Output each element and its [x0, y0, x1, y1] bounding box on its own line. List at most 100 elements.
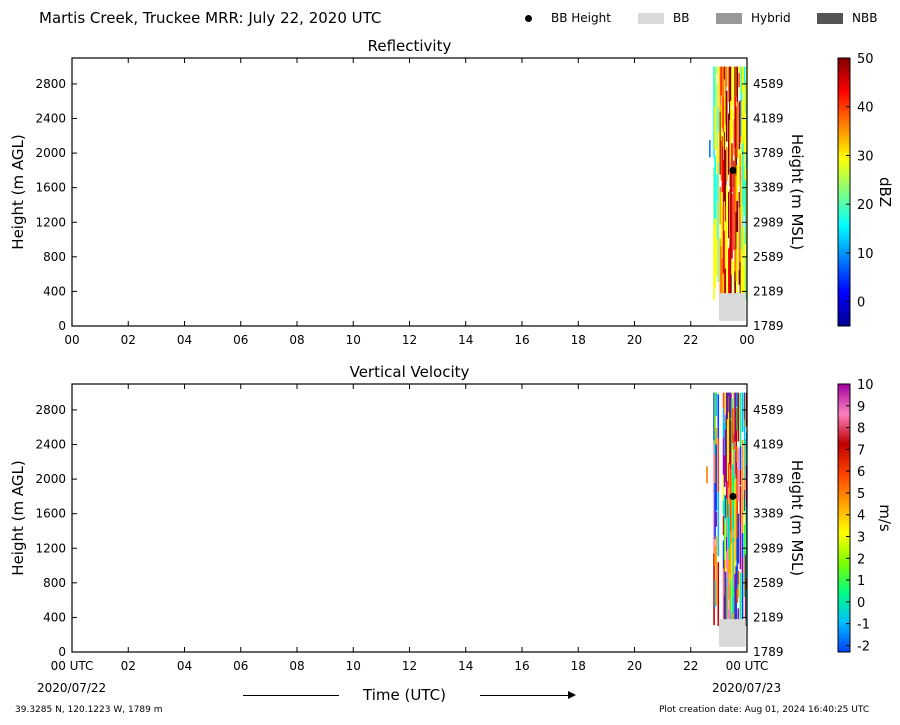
data-cell [723, 595, 726, 627]
y-axis-label: Height (m AGL) [9, 460, 27, 575]
colorbar-tick-label: 6 [857, 465, 865, 480]
data-cell [725, 66, 728, 87]
data-cell [733, 66, 735, 119]
data-cell [721, 258, 724, 301]
data-cell [733, 541, 735, 587]
data-cell [739, 66, 742, 95]
data-cell [739, 469, 742, 486]
colorbar-label: m/s [876, 504, 894, 532]
x-tick-label: 18 [571, 659, 586, 673]
data-cell [713, 485, 715, 554]
x-tick-label: 16 [514, 333, 529, 347]
data-cell [725, 536, 728, 551]
data-cell [738, 101, 741, 150]
x-tick-label: 04 [177, 333, 192, 347]
data-cell [738, 207, 741, 270]
y-tick-label: 0 [58, 319, 66, 333]
data-cell [738, 149, 741, 186]
data-cell [742, 137, 745, 191]
data-cell [736, 406, 739, 431]
data-cell [730, 578, 732, 627]
y-axis-label: Height (m AGL) [9, 134, 27, 249]
data-cell [713, 392, 715, 441]
colorbar-tick-label: 7 [857, 443, 865, 458]
data-cell [731, 398, 733, 452]
data-cell [734, 66, 736, 96]
data-cell [736, 537, 739, 589]
data-cell [741, 397, 744, 432]
data-cell [740, 181, 743, 220]
data-cell [722, 273, 725, 301]
data-cell [733, 392, 735, 434]
legend-hybrid-label: Hybrid [751, 11, 791, 25]
x-axis-arrowhead [568, 691, 576, 699]
data-cell [735, 566, 737, 594]
data-cell [736, 66, 739, 102]
data-cell [728, 412, 730, 463]
isolated-echo [706, 466, 708, 484]
data-cell [739, 486, 742, 523]
data-cell [737, 513, 740, 564]
data-cell [736, 101, 739, 159]
data-cell [713, 167, 715, 226]
data-cell [733, 119, 735, 156]
data-cell [743, 419, 746, 445]
data-cell [723, 201, 726, 231]
y-right-tick-label: 2989 [753, 215, 784, 229]
data-cell [730, 100, 732, 141]
data-cell [735, 493, 737, 561]
data-cell [734, 95, 736, 148]
data-cell [744, 281, 747, 301]
data-cell [744, 554, 747, 627]
data-cell [716, 148, 719, 175]
data-cell [713, 553, 715, 626]
data-cell [733, 586, 735, 627]
data-cell [714, 430, 716, 455]
data-cell [717, 162, 720, 215]
data-cell [722, 407, 725, 438]
data-cell [732, 595, 734, 613]
y-right-tick-label: 4589 [753, 77, 784, 91]
data-cell [732, 408, 734, 444]
data-cell [724, 495, 727, 519]
data-cell [739, 446, 742, 470]
data-cell [725, 244, 728, 301]
data-cell [744, 499, 747, 555]
y-right-tick-label: 3789 [753, 472, 784, 486]
data-cell [731, 475, 733, 544]
data-cell [742, 86, 745, 138]
data-cell [731, 392, 733, 395]
data-cell [739, 261, 742, 301]
legend-nbb-swatch [817, 13, 843, 24]
data-cell [728, 113, 730, 175]
data-cell [724, 221, 727, 269]
data-cell [722, 96, 725, 132]
data-cell [735, 175, 737, 212]
data-cell [736, 446, 739, 463]
data-cell [714, 66, 716, 80]
colorbar-tick-label: 10 [857, 247, 874, 262]
data-cell [737, 570, 740, 585]
data-cell [736, 231, 739, 296]
data-cell [717, 562, 720, 627]
chart-title: Martis Creek, Truckee MRR: July 22, 2020… [39, 9, 382, 27]
data-cell [713, 66, 715, 131]
data-cell [723, 392, 726, 423]
y-tick-label: 2800 [35, 403, 66, 417]
data-cell [728, 608, 730, 627]
data-cell [725, 550, 728, 569]
x-tick-label: 20 [627, 659, 642, 673]
data-cell [729, 583, 731, 620]
data-cell [724, 392, 727, 414]
data-cell [737, 448, 740, 502]
data-cell [722, 515, 725, 536]
data-cell [744, 79, 747, 114]
x-axis-arrow-left [243, 695, 339, 696]
y-tick-label: 1200 [35, 215, 66, 229]
data-cell [724, 429, 727, 483]
legend-bb-swatch [638, 13, 664, 24]
data-cell [713, 225, 715, 249]
data-cell [741, 100, 744, 144]
x-tick-label: 22 [683, 333, 698, 347]
